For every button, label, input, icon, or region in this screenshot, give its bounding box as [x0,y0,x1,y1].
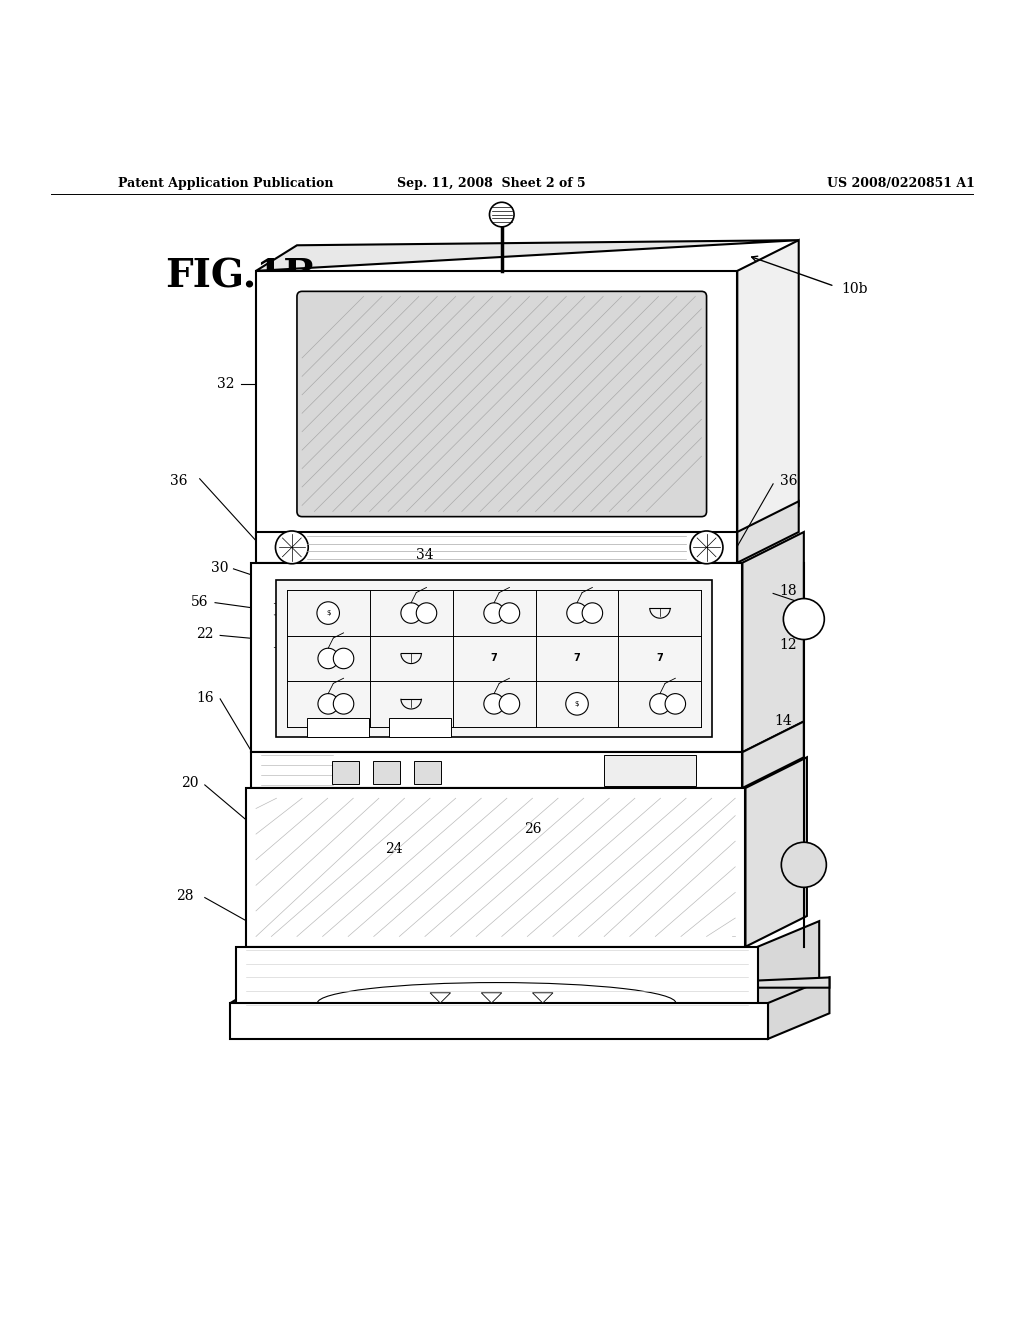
Text: 28: 28 [175,888,194,903]
Text: Sep. 11, 2008  Sheet 2 of 5: Sep. 11, 2008 Sheet 2 of 5 [397,177,586,190]
Text: 32: 32 [216,376,234,391]
Text: US 2008/0220851 A1: US 2008/0220851 A1 [827,177,975,190]
FancyBboxPatch shape [389,718,451,737]
Circle shape [416,603,437,623]
FancyBboxPatch shape [256,271,737,537]
Circle shape [567,603,588,623]
Text: $: $ [574,701,580,708]
Text: 22: 22 [196,627,214,642]
Text: 36: 36 [779,474,798,488]
Circle shape [334,693,354,714]
Polygon shape [737,240,799,537]
Text: 16: 16 [196,690,214,705]
Circle shape [489,202,514,227]
Polygon shape [768,977,829,1039]
Circle shape [484,603,505,623]
Polygon shape [230,977,829,1003]
Text: 14: 14 [774,714,793,729]
Circle shape [317,648,338,669]
Polygon shape [430,993,451,1003]
Circle shape [401,603,422,623]
Polygon shape [742,532,804,752]
Text: $: $ [326,610,331,616]
FancyBboxPatch shape [332,762,359,784]
Text: 12: 12 [779,638,798,652]
FancyBboxPatch shape [251,562,742,752]
Circle shape [500,603,520,623]
Circle shape [317,693,338,714]
Text: 20: 20 [180,776,199,789]
Circle shape [666,693,686,714]
Text: FIG.1B: FIG.1B [165,257,316,294]
Polygon shape [532,993,553,1003]
Text: 7: 7 [573,653,581,664]
Polygon shape [737,502,799,562]
FancyBboxPatch shape [246,788,745,946]
Text: 10b: 10b [842,282,868,296]
Text: 56: 56 [190,594,209,609]
Text: 30: 30 [211,561,229,574]
FancyBboxPatch shape [297,292,707,516]
Circle shape [500,693,520,714]
Polygon shape [742,722,804,788]
FancyBboxPatch shape [230,1003,768,1039]
Text: 34: 34 [416,548,434,561]
Polygon shape [256,240,799,271]
Text: 26: 26 [523,822,542,836]
Circle shape [582,603,602,623]
Text: 24: 24 [385,842,403,857]
FancyBboxPatch shape [256,532,737,562]
Text: Patent Application Publication: Patent Application Publication [118,177,333,190]
Text: 36: 36 [170,474,188,488]
Polygon shape [745,758,807,946]
FancyBboxPatch shape [373,762,400,784]
Polygon shape [758,921,819,1008]
FancyBboxPatch shape [604,755,696,785]
Circle shape [565,693,588,715]
Circle shape [275,531,308,564]
FancyBboxPatch shape [251,752,742,788]
Text: 7: 7 [490,653,498,664]
Circle shape [317,602,340,624]
FancyBboxPatch shape [414,762,441,784]
Polygon shape [481,993,502,1003]
FancyBboxPatch shape [236,946,758,1008]
FancyBboxPatch shape [276,579,712,737]
Text: 7: 7 [656,653,664,664]
Circle shape [484,693,505,714]
Circle shape [690,531,723,564]
Circle shape [650,693,671,714]
Text: 18: 18 [779,585,798,598]
FancyBboxPatch shape [307,718,369,737]
Circle shape [783,598,824,639]
Circle shape [781,842,826,887]
Circle shape [334,648,354,669]
